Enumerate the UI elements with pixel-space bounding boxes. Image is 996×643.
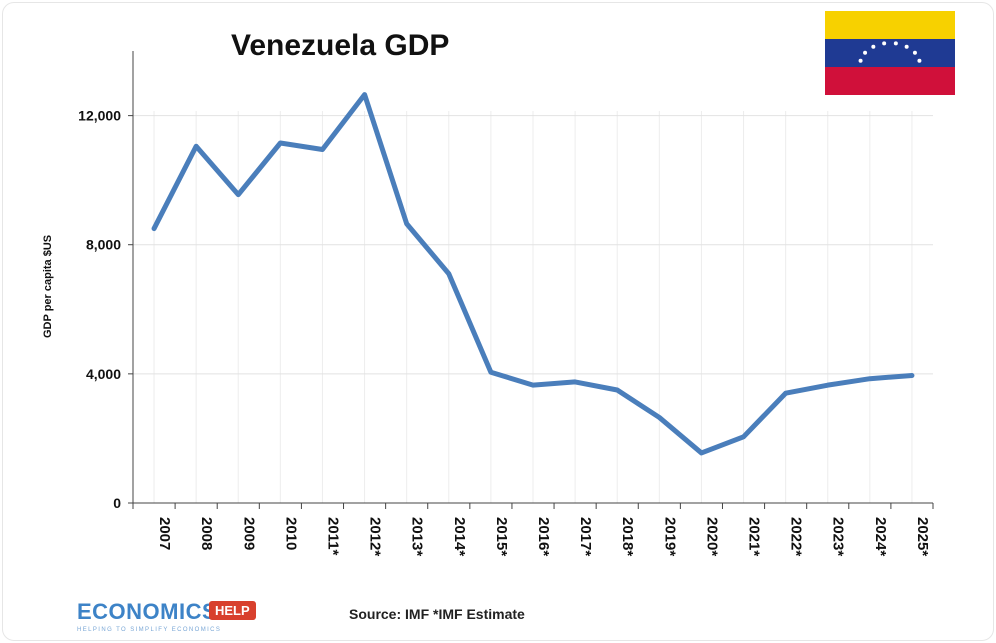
y-tick-label: 12,000 [78,108,121,124]
x-tick-label: 2021* [746,517,763,556]
y-tick-label: 4,000 [86,366,121,382]
flag-graphic [825,11,955,95]
logo-help-badge: HELP [209,601,256,620]
flag-band-red [825,67,955,95]
data-point [152,227,156,231]
data-point [531,383,535,387]
data-point [868,377,872,381]
x-tick-label: 2020* [703,517,720,556]
x-tick-label: 2024* [872,517,889,556]
x-tick-label: 2011* [324,517,341,556]
data-point [320,147,324,151]
x-tick-label: 2016* [535,517,552,556]
chart-title: Venezuela GDP [231,29,449,62]
x-tick-label: 2008 [198,517,215,550]
source-note: Source: IMF *IMF Estimate [349,606,525,622]
data-point [573,380,577,384]
data-point [405,222,409,226]
x-tick-label: 2015* [493,517,510,556]
flag-band-blue [825,39,955,67]
data-point [489,370,493,374]
y-axis-label: GDP per capita $US [42,235,54,338]
x-tick-label: 2022* [788,517,805,556]
x-tick-label: 2009 [240,517,257,550]
venezuela-flag-icon [825,11,955,95]
x-tick-label: 2010 [282,517,299,550]
economics-help-logo: ECONOMICS HELP HELPING TO SIMPLIFY ECONO… [77,599,277,639]
x-tick-label: 2014* [451,517,468,556]
flag-star-icon [863,50,868,55]
x-tick-labels: 2007 2008 2009 2010 2011* 2012* 2013* 2014* 2015… [156,517,931,556]
flag-star-icon [917,58,922,63]
logo-tagline: HELPING TO SIMPLIFY ECONOMICS [77,627,222,633]
data-point [784,391,788,395]
grid-lines [133,111,933,503]
x-tick-label: 2007 [156,517,173,550]
flag-star-icon [871,44,876,49]
flag-star-icon [912,50,917,55]
flag-star-icon [882,41,887,46]
data-point [278,141,282,145]
y-tick-labels: 0 4,000 8,000 12,000 [78,108,121,511]
series-group [151,92,915,456]
x-tick-label: 2013* [409,517,426,556]
flag-star-icon [904,44,909,49]
data-point [699,451,703,455]
flag-star-icon [893,41,898,46]
data-point [236,193,240,197]
data-point [615,388,619,392]
logo-main-text: ECONOMICS [77,599,218,624]
data-point [363,93,367,97]
data-point [826,383,830,387]
data-point [742,435,746,439]
x-tick-label: 2018* [619,517,636,556]
x-tick-label: 2025* [914,517,931,556]
data-point [910,373,914,377]
y-tick-label: 0 [113,495,121,511]
x-tick-label: 2023* [830,517,847,556]
data-point [657,415,661,419]
gdp-line-chart: Venezuela GDP GDP per capita $US 0 4,000 8… [42,29,934,556]
flag-stars [858,41,922,63]
axes [128,51,934,509]
flag-star-icon [858,58,863,63]
x-tick-label: 2017* [577,517,594,556]
flag-band-yellow [825,11,955,39]
x-tick-label: 2012* [367,517,384,556]
data-point [194,144,198,148]
data-point [447,272,451,276]
y-tick-label: 8,000 [86,237,121,253]
x-tick-label: 2019* [661,517,678,556]
